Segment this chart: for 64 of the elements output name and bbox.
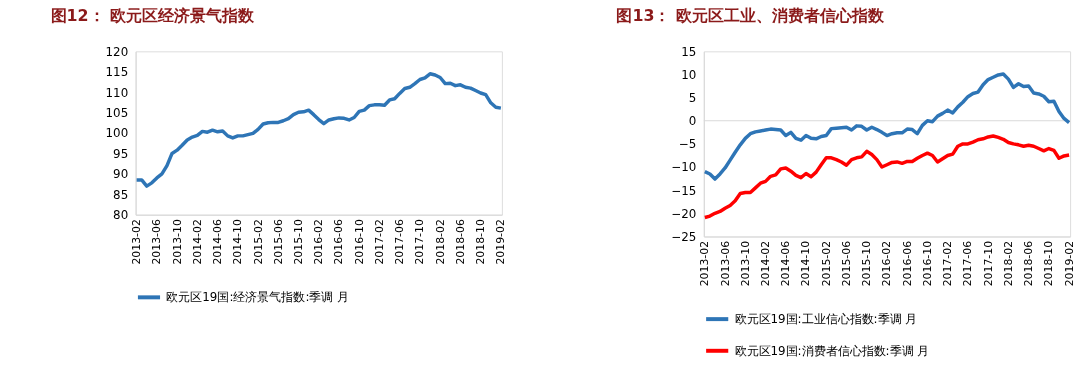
x-tick-label: 2013-06 [718, 240, 732, 287]
x-tick-label: 2014-02 [190, 219, 204, 265]
x-tick-label: 2016-06 [332, 219, 346, 265]
line-series [703, 72, 1071, 181]
x-tick-label: 2015-02 [251, 219, 265, 265]
legend-label: 欧元区19国:消费者信心指数:季调 月 [734, 343, 930, 358]
y-tick-label: 100 [105, 126, 129, 141]
y-tick-label: 90 [113, 167, 129, 182]
x-tick-label: 2017-02 [941, 240, 955, 287]
x-tick-label: 2017-06 [393, 219, 407, 265]
line-series [134, 72, 503, 188]
x-tick-label: 2015-06 [839, 240, 853, 287]
y-tick-label: 95 [113, 146, 129, 161]
chart-title: 图12： 欧元区经济景气指数 [50, 5, 256, 25]
legend-label: 欧元区19国:经济景气指数:季调 月 [166, 290, 350, 305]
x-tick-label: 2015-02 [819, 240, 833, 287]
x-tick-label: 2017-06 [961, 240, 975, 287]
x-tick-label: 2017-02 [372, 219, 386, 265]
y-tick-label: 105 [105, 106, 129, 121]
y-tick-label: −25 [671, 229, 697, 244]
x-tick-label: 2016-02 [312, 219, 326, 265]
y-tick-label: 80 [113, 208, 129, 223]
y-tick-label: 115 [105, 65, 129, 80]
x-tick-label: 2014-06 [779, 240, 793, 287]
y-tick-label: −10 [671, 160, 697, 175]
y-tick-label: −5 [678, 137, 697, 152]
y-tick-label: −20 [671, 206, 697, 221]
x-tick-label: 2017-10 [981, 240, 995, 287]
y-tick-label: 85 [113, 187, 129, 202]
x-tick-label: 2018-02 [1001, 240, 1015, 287]
line-series [703, 134, 1071, 220]
x-tick-label: 2016-10 [352, 219, 366, 265]
x-tick-label: 2016-02 [880, 240, 894, 287]
x-tick-label: 2019-02 [1062, 240, 1076, 287]
x-tick-label: 2018-02 [433, 219, 447, 265]
x-tick-label: 2014-10 [799, 240, 813, 287]
x-tick-label: 2013-10 [738, 240, 752, 287]
x-tick-label: 2013-10 [170, 219, 184, 265]
y-tick-label: 5 [688, 91, 697, 106]
y-tick-label: 120 [105, 44, 129, 59]
x-tick-label: 2015-10 [291, 219, 305, 265]
x-tick-label: 2019-02 [494, 219, 508, 265]
x-tick-label: 2014-10 [231, 219, 245, 265]
y-tick-label: 0 [688, 114, 697, 129]
x-tick-label: 2016-10 [920, 240, 934, 287]
y-tick-label: 15 [681, 44, 697, 59]
chart-title: 图13： 欧元区工业、消费者信心指数 [616, 5, 885, 25]
x-tick-label: 2015-10 [860, 240, 874, 287]
x-tick-label: 2013-02 [130, 219, 144, 265]
x-tick-label: 2017-10 [413, 219, 427, 265]
x-tick-label: 2018-10 [1042, 240, 1056, 287]
x-tick-label: 2015-06 [271, 219, 285, 265]
x-tick-label: 2016-06 [900, 240, 914, 287]
y-tick-label: 110 [105, 85, 129, 100]
x-tick-label: 2014-02 [759, 240, 773, 287]
x-tick-label: 2014-06 [211, 219, 225, 265]
y-tick-label: 10 [681, 67, 697, 82]
x-tick-label: 2018-10 [474, 219, 488, 265]
x-tick-label: 2018-06 [453, 219, 467, 265]
x-tick-label: 2013-06 [150, 219, 164, 265]
y-tick-label: −15 [671, 183, 697, 198]
x-tick-label: 2018-06 [1022, 240, 1036, 287]
x-tick-label: 2013-02 [698, 240, 712, 287]
legend-label: 欧元区19国:工业信心指数:季调 月 [734, 312, 918, 327]
